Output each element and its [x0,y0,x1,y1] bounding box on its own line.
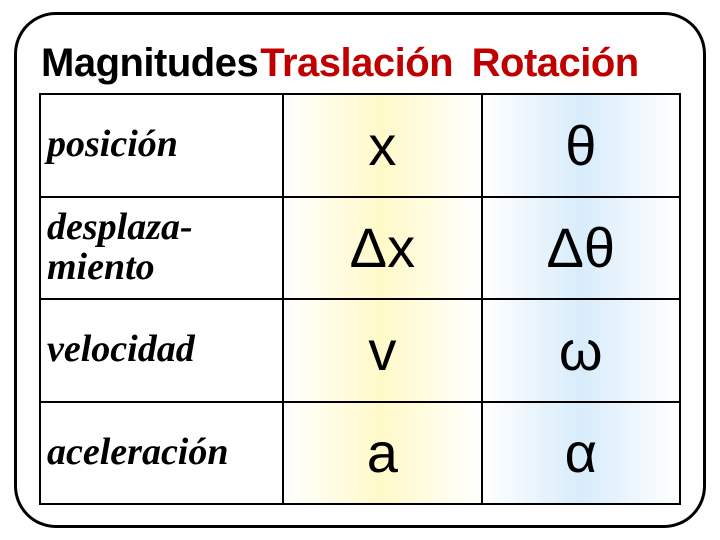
table-row: aceleración a α [40,402,680,505]
cell-velocidad-rot: ω [482,299,680,402]
cell-desplaz-rot: Δθ [482,197,680,300]
slide-frame: Magnitudes Traslación Rotación posición … [14,12,706,528]
table-row: posición x θ [40,94,680,197]
row-label-posicion: posición [40,94,283,197]
header-magnitudes: Magnitudes [39,41,258,86]
table-row: velocidad v ω [40,299,680,402]
row-label-velocidad: velocidad [40,299,283,402]
cell-desplaz-trans: Δx [283,197,481,300]
row-label-aceleracion: aceleración [40,402,283,505]
cell-velocidad-trans: v [283,299,481,402]
physics-table: posición x θ desplaza-miento Δx Δθ veloc… [39,93,681,505]
row-label-desplazamiento: desplaza-miento [40,197,283,300]
cell-posicion-trans: x [283,94,481,197]
cell-acel-rot: α [482,402,680,505]
header-traslacion: Traslación [258,41,469,86]
cell-posicion-rot: θ [482,94,680,197]
table-row: desplaza-miento Δx Δθ [40,197,680,300]
header-row: Magnitudes Traslación Rotación [39,33,681,93]
header-rotacion: Rotación [470,41,681,86]
cell-acel-trans: a [283,402,481,505]
